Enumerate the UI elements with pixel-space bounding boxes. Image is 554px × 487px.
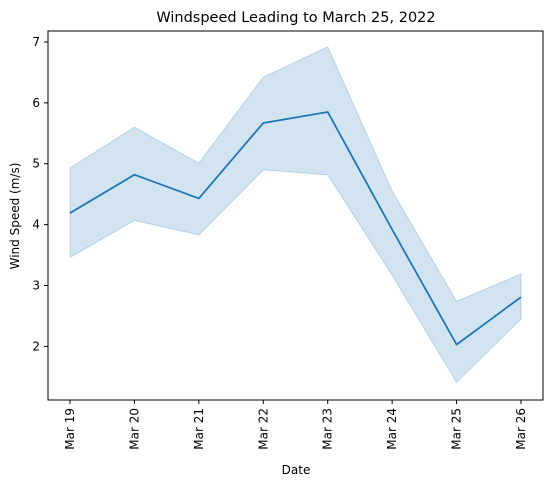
- x-tick-label: Mar 19: [63, 408, 77, 450]
- x-tick-label: Mar 24: [385, 408, 399, 450]
- y-tick-label: 4: [32, 218, 40, 232]
- series-line: [69, 111, 522, 346]
- y-tick-label: 2: [32, 339, 40, 353]
- plot-area: 2 3 4 5 6 7 Mar 19 Mar 20 Mar 21 Mar 22 Mar 23 Mar …: [32, 30, 544, 450]
- data-point: [133, 174, 135, 176]
- y-axis-label: Wind Speed (m/s): [8, 163, 22, 270]
- x-tick-label: Mar 26: [514, 408, 528, 450]
- axes-frame: [47, 30, 544, 401]
- data-point: [262, 122, 264, 124]
- confidence-band: [69, 46, 522, 384]
- data-point: [391, 229, 393, 231]
- x-axis-label: Date: [282, 463, 311, 477]
- data-point: [198, 197, 200, 199]
- data-point: [456, 344, 458, 346]
- x-tick-label: Mar 20: [127, 408, 141, 450]
- y-tick-label: 6: [32, 96, 40, 110]
- x-tick-label: Mar 21: [192, 408, 206, 450]
- x-tick-label: Mar 25: [450, 408, 464, 450]
- data-point: [327, 111, 329, 113]
- x-tick-label: Mar 23: [321, 408, 335, 450]
- data-point: [520, 296, 522, 298]
- y-tick-label: 5: [32, 157, 40, 171]
- y-tick-label: 3: [32, 279, 40, 293]
- data-point: [69, 212, 71, 214]
- chart-title: Windspeed Leading to March 25, 2022: [156, 10, 435, 26]
- x-tick-label: Mar 22: [256, 408, 270, 450]
- y-tick-label: 7: [32, 35, 40, 49]
